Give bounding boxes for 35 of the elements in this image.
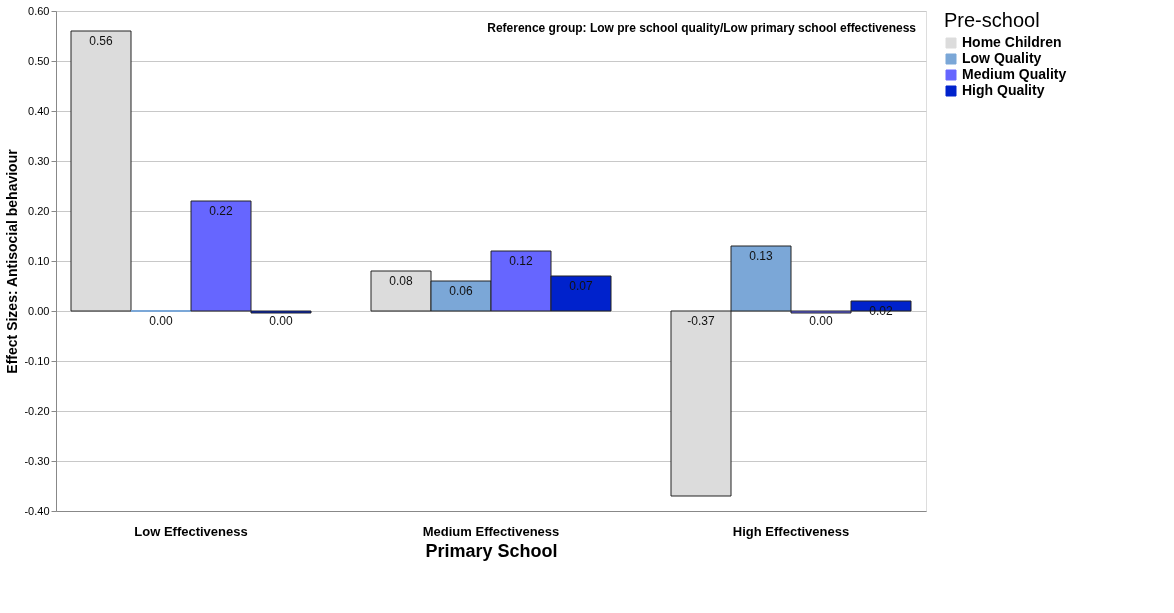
legend-label: Medium Quality [962,66,1067,82]
y-tick-label: 0.50 [28,54,50,67]
data-label: -0.37 [687,314,715,328]
y-tick-label: 0.00 [28,304,50,317]
legend-label: High Quality [962,82,1045,98]
legend-label: Home Children [962,34,1062,50]
y-tick-label: -0.40 [24,504,50,517]
annotation: Reference group: Low pre school quality/Low primary school effectiveness [487,21,917,35]
data-label: 0.02 [869,304,893,318]
y-tick-label: -0.30 [24,454,50,467]
data-label: 0.12 [509,254,533,268]
x-tick-label: Medium Effectiveness [422,523,560,539]
legend-title: Pre-school [944,9,1040,31]
y-tick-label: 0.20 [28,204,50,217]
legend-label: Low Quality [962,50,1042,66]
x-tick-label: Low Effectiveness [134,523,248,539]
data-label: 0.00 [269,314,293,328]
x-tick-label: High Effectiveness [732,523,850,539]
data-label: 0.08 [389,274,413,288]
data-label: 0.22 [209,204,233,218]
y-tick-label: -0.10 [24,354,50,367]
bar [70,30,132,312]
data-label: 0.00 [149,314,173,328]
data-label: 0.56 [89,34,113,48]
y-axis-title: Effect Sizes: Antisocial behaviour [4,148,21,374]
y-tick-label: 0.30 [28,154,50,167]
data-label: 0.13 [749,249,773,263]
data-label: 0.00 [809,314,833,328]
x-axis-title: Primary School [425,540,558,561]
y-tick-label: 0.60 [28,4,50,17]
y-tick-label: -0.20 [24,404,50,417]
data-label: 0.07 [569,279,593,293]
data-label: 0.06 [449,284,473,298]
y-tick-label: 0.10 [28,254,50,267]
y-tick-label: 0.40 [28,104,50,117]
